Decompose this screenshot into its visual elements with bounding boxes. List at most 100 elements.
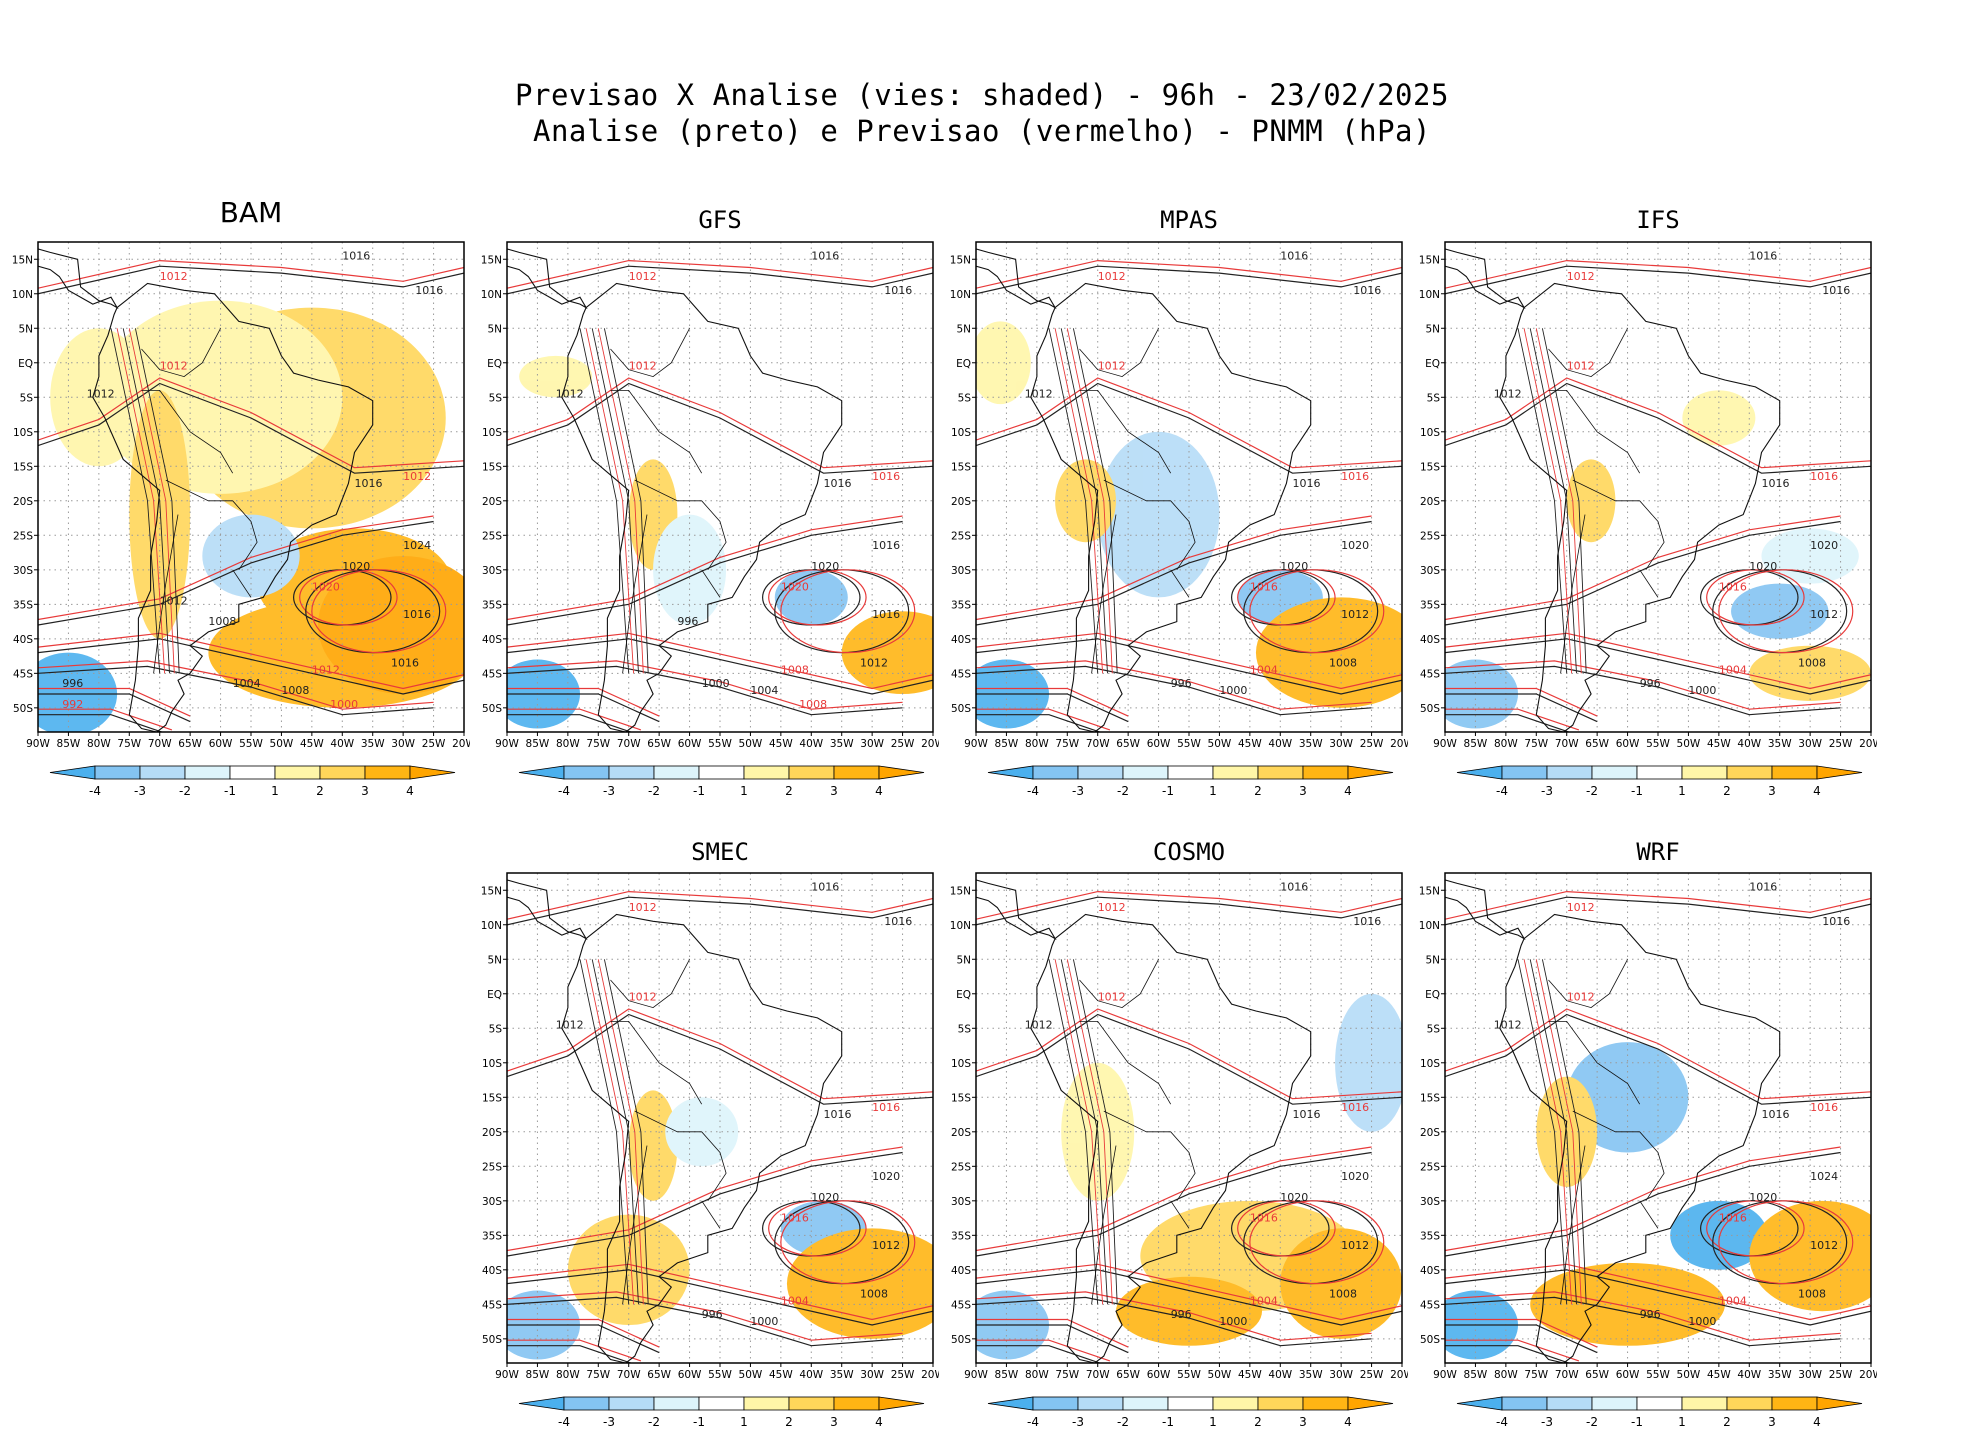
isobar-label: 1020 bbox=[1280, 560, 1308, 573]
lat-tick-label: 25S bbox=[951, 530, 971, 542]
colorbar-label: 2 bbox=[1254, 784, 1262, 798]
isobar-label: 1012 bbox=[1567, 360, 1595, 373]
lat-tick-label: 25S bbox=[13, 530, 33, 542]
analysis-isobar bbox=[603, 959, 649, 1305]
colorbar-segment bbox=[878, 765, 925, 780]
isobar-label: 1016 bbox=[1280, 249, 1308, 262]
lat-tick-label: 50S bbox=[951, 703, 971, 715]
colorbar-label: 4 bbox=[1813, 784, 1821, 798]
colorbar-segment bbox=[1816, 765, 1863, 780]
panel-mpas: MPAS 1012 1016 1016 1012 1012 1016 1016 1020 1020… bbox=[938, 206, 1408, 816]
isobar-label: 1012 bbox=[160, 594, 188, 607]
analysis-isobar bbox=[507, 1324, 660, 1354]
colorbar-label: 3 bbox=[1299, 1415, 1307, 1429]
lat-tick-label: 25S bbox=[951, 1161, 971, 1173]
colorbar-label: -2 bbox=[648, 1415, 660, 1429]
colorbar-segment bbox=[364, 765, 411, 780]
colorbar-label: -4 bbox=[1027, 1415, 1039, 1429]
isobar-label: 1000 bbox=[330, 698, 358, 711]
bias-patch bbox=[1280, 1228, 1402, 1339]
colorbar-label: 2 bbox=[316, 784, 324, 798]
isobar-label: 1008 bbox=[799, 698, 827, 711]
lon-tick-label: 50W bbox=[1208, 738, 1232, 750]
isobar-label: 1012 bbox=[160, 360, 188, 373]
analysis-isobar bbox=[976, 1296, 1372, 1347]
forecast-isobar bbox=[1445, 1263, 1871, 1321]
lon-axis: 90W 85W 80W 75W 70W 65W 60W 55W 50W 45W 40W 35W 30W 2… bbox=[964, 1363, 1408, 1381]
analysis-isobar bbox=[1445, 1269, 1871, 1326]
isobar-label: 1012 bbox=[1025, 387, 1053, 400]
lat-tick-label: 35S bbox=[951, 599, 971, 611]
panel-gfs: GFS 1012 1016 1016 1012 1012 1016 1016 1020 1016 1… bbox=[469, 206, 939, 816]
lat-tick-label: 10S bbox=[482, 427, 502, 439]
forecast-isobar bbox=[976, 1146, 1372, 1252]
lon-tick-label: 35W bbox=[1768, 738, 1792, 750]
lat-tick-label: EQ bbox=[487, 358, 502, 370]
isobar-label: 992 bbox=[62, 698, 83, 711]
isobar-label: 1012 bbox=[312, 663, 340, 676]
colorbar-label: 2 bbox=[1723, 784, 1731, 798]
panel-bam: BAM 1012 1016 1016 1012 1012 1016 1012 1020 1024 1… bbox=[0, 196, 470, 806]
analysis-isobar bbox=[1517, 959, 1568, 1305]
colorbar-segment bbox=[409, 765, 456, 780]
forecast-isobar bbox=[1445, 1146, 1841, 1252]
lat-tick-label: 35S bbox=[1420, 599, 1440, 611]
lon-tick-label: 40W bbox=[1268, 738, 1292, 750]
lat-tick-label: 15N bbox=[1419, 885, 1440, 897]
lat-tick-label: 15S bbox=[951, 1092, 971, 1104]
colorbar-segment bbox=[1077, 1396, 1124, 1411]
isobar-label: 1004 bbox=[750, 684, 778, 697]
lon-tick-label: 85W bbox=[995, 738, 1019, 750]
lon-tick-label: 25W bbox=[1829, 738, 1853, 750]
lon-tick-label: 25W bbox=[1360, 1369, 1384, 1381]
lat-tick-label: 10S bbox=[482, 1058, 502, 1070]
colorbar-segment bbox=[608, 765, 655, 780]
lat-tick-label: 35S bbox=[951, 1230, 971, 1242]
lon-tick-label: 30W bbox=[391, 738, 415, 750]
lat-tick-label: 20S bbox=[951, 496, 971, 508]
lon-tick-label: 20W bbox=[1859, 738, 1877, 750]
colorbar-segment bbox=[653, 1396, 700, 1411]
lat-tick-label: 25S bbox=[482, 1161, 502, 1173]
lon-tick-label: 85W bbox=[526, 1369, 550, 1381]
analysis-isobar bbox=[507, 896, 933, 926]
isobar-label: 1000 bbox=[1688, 684, 1716, 697]
forecast-isobar bbox=[976, 687, 1129, 717]
colorbar-label: -2 bbox=[179, 784, 191, 798]
analysis-isobar bbox=[1445, 382, 1871, 474]
lon-tick-label: 65W bbox=[1116, 738, 1140, 750]
analysis-isobar bbox=[507, 1345, 633, 1363]
lat-axis: 15N 10N 5N EQ 5S 10S 15S 20S 25S 30S 35S 40S 45S 50S bbox=[950, 254, 976, 715]
forecast-isobar bbox=[1445, 708, 1580, 731]
colorbar-segment bbox=[1681, 1396, 1728, 1411]
colorbar-segment bbox=[698, 1396, 745, 1411]
isobar-label: 1008 bbox=[1329, 1287, 1357, 1300]
lon-tick-label: 65W bbox=[647, 1369, 671, 1381]
isobar-label: 1012 bbox=[1098, 901, 1126, 914]
lat-tick-label: 5S bbox=[20, 392, 34, 404]
coastline bbox=[1445, 879, 1781, 1363]
isobar-labels: 1012101610161012101210161016102010241016… bbox=[1494, 880, 1851, 1328]
forecast-isobar bbox=[1445, 259, 1871, 289]
analysis-isobar bbox=[507, 1269, 933, 1326]
isobar-label: 1012 bbox=[1025, 1018, 1053, 1031]
lon-tick-label: 75W bbox=[117, 738, 141, 750]
isobar-label: 1016 bbox=[1353, 915, 1381, 928]
colorbar-segment bbox=[563, 765, 610, 780]
analysis-isobar bbox=[507, 1151, 903, 1257]
map-figure: 1012 1016 1016 1012 1012 1016 1016 1020 1016 1020… bbox=[481, 241, 939, 798]
analysis-isobar bbox=[38, 382, 464, 474]
analysis-isobar bbox=[1072, 328, 1118, 674]
analysis-isobar bbox=[38, 265, 464, 295]
isobar-label: 1012 bbox=[1810, 608, 1838, 621]
isobar-label: 1012 bbox=[403, 470, 431, 483]
colorbar-segment bbox=[319, 765, 366, 780]
forecast-isobar bbox=[38, 708, 173, 731]
lon-tick-label: 90W bbox=[1433, 1369, 1457, 1381]
forecast-isobar bbox=[1535, 959, 1582, 1305]
map-figure: 1012101610161012101210161016102010201016… bbox=[1419, 241, 1877, 798]
forecast-isobar bbox=[976, 1263, 1402, 1321]
isobar-label: 1012 bbox=[1494, 387, 1522, 400]
isobar-lines bbox=[1445, 259, 1871, 732]
lon-tick-label: 35W bbox=[830, 738, 854, 750]
